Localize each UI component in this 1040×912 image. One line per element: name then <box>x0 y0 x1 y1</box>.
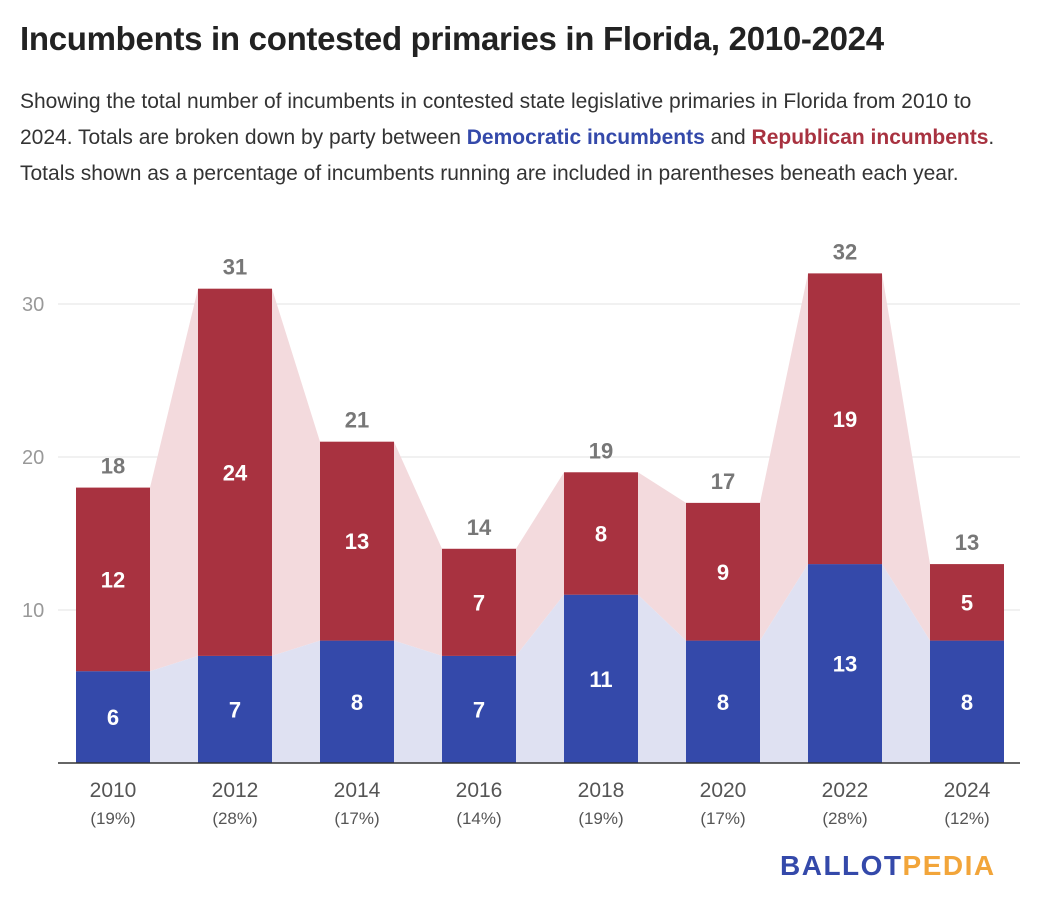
data-label-total: 21 <box>345 408 369 433</box>
data-label-total: 31 <box>223 255 247 280</box>
data-label-total: 17 <box>711 469 735 494</box>
bar-democratic <box>320 640 394 763</box>
data-label-total: 13 <box>955 530 979 555</box>
x-tick-sublabel: (12%) <box>944 809 989 828</box>
data-label-total: 19 <box>589 438 613 463</box>
data-label-republican: 5 <box>961 590 973 615</box>
republican-legend-label: Republican incumbents <box>751 126 989 149</box>
x-tick-label: 2012 <box>212 779 259 802</box>
x-tick-label: 2016 <box>456 779 503 802</box>
bar-democratic <box>564 594 638 763</box>
bar-republican <box>320 441 394 641</box>
data-label-republican: 13 <box>345 529 369 554</box>
bar-democratic <box>76 671 150 763</box>
ballotpedia-logo: BALLOTPEDIA <box>780 850 996 882</box>
x-tick-label: 2022 <box>822 779 869 802</box>
chart-subtitle: Showing the total number of incumbents i… <box>20 84 1020 192</box>
data-label-democratic: 13 <box>833 652 857 677</box>
republican-area-band <box>76 273 1004 672</box>
x-tick-label: 2010 <box>90 779 137 802</box>
democratic-area-band <box>76 564 1004 763</box>
data-label-republican: 8 <box>595 522 607 547</box>
bar-republican <box>76 487 150 672</box>
bar-republican <box>686 502 760 641</box>
subtitle-text-2: and <box>704 126 752 149</box>
x-tick-sublabel: (28%) <box>822 809 867 828</box>
x-tick-sublabel: (17%) <box>700 809 745 828</box>
data-label-democratic: 8 <box>717 690 729 715</box>
data-label-total: 14 <box>467 515 492 540</box>
democratic-legend-label: Democratic incumbents <box>466 126 705 149</box>
bar-republican <box>930 564 1004 641</box>
data-label-democratic: 11 <box>589 667 612 692</box>
y-tick-label: 20 <box>22 447 44 469</box>
chart-title: Incumbents in contested primaries in Flo… <box>20 20 884 57</box>
bar-republican <box>442 548 516 656</box>
data-label-total: 18 <box>101 454 125 479</box>
subtitle-text-1: Showing the total number of incumbents i… <box>20 90 972 149</box>
x-tick-label: 2018 <box>578 779 625 802</box>
data-label-democratic: 7 <box>229 697 241 722</box>
bar-republican <box>808 273 882 565</box>
data-label-democratic: 7 <box>473 697 485 722</box>
data-label-republican: 12 <box>101 567 125 592</box>
bar-democratic <box>686 640 760 763</box>
bar-republican <box>198 288 272 656</box>
x-tick-sublabel: (28%) <box>212 809 257 828</box>
data-label-democratic: 6 <box>107 705 119 730</box>
x-tick-sublabel: (14%) <box>456 809 501 828</box>
bar-democratic <box>930 640 1004 763</box>
x-tick-label: 2024 <box>944 779 991 802</box>
bar-republican <box>564 472 638 595</box>
bar-democratic <box>198 655 272 763</box>
data-label-republican: 9 <box>717 560 729 585</box>
x-tick-label: 2014 <box>334 779 381 802</box>
data-label-total: 32 <box>833 239 857 264</box>
data-label-democratic: 8 <box>351 690 363 715</box>
x-tick-sublabel: (19%) <box>578 809 623 828</box>
data-label-republican: 7 <box>473 590 485 615</box>
bar-democratic <box>442 655 516 763</box>
logo-part-pedia: PEDIA <box>902 850 996 881</box>
x-tick-sublabel: (19%) <box>90 809 135 828</box>
data-label-republican: 19 <box>833 407 857 432</box>
subtitle-text-3: . Totals shown as a percentage of incumb… <box>20 126 995 185</box>
y-tick-label: 30 <box>22 294 44 316</box>
logo-part-ballot: BALLOT <box>780 850 903 881</box>
y-tick-label: 10 <box>22 600 44 622</box>
data-label-republican: 24 <box>223 460 248 485</box>
bar-democratic <box>808 564 882 763</box>
x-tick-label: 2020 <box>700 779 747 802</box>
data-label-democratic: 8 <box>961 690 973 715</box>
x-tick-sublabel: (17%) <box>334 809 379 828</box>
